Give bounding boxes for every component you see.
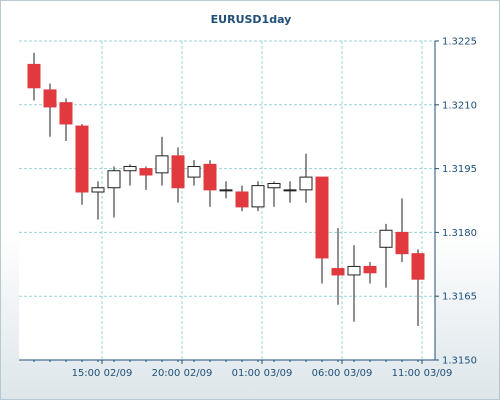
candle-body-down [235,191,249,208]
candle-body-up [251,185,265,208]
candle-body-up [155,155,169,174]
candle-body-down [315,176,329,259]
candle-body-down [75,125,89,193]
candle-body-up [267,182,281,189]
candle-body-down [171,155,185,189]
candle-body-down [331,268,345,276]
candle-body-down [59,102,73,125]
candle-body-down [203,163,217,191]
candle-body-down [27,63,41,89]
plot-area [19,41,435,360]
candle-body-up [283,189,297,192]
y-tick-label: 1.3195 [442,164,477,175]
candle-body-down [139,168,153,176]
y-tick-label: 1.3165 [442,292,477,303]
candle-body-up [187,165,201,178]
y-tick-label: 1.3180 [442,228,477,239]
candle-body-down [395,231,409,255]
candle-body-up [299,176,313,191]
x-tick-label: 06:00 03/09 [312,368,373,379]
candle-body-up [91,187,105,193]
x-tick-label: 01:00 03/09 [232,368,293,379]
x-tick-label: 11:00 03/09 [392,368,453,379]
y-tick-label: 1.3150 [442,356,477,367]
candle-body-down [411,253,425,280]
candle-body-up [123,165,137,172]
candle-body-down [363,265,377,274]
y-tick-label: 1.3225 [442,37,477,48]
x-tick-label: 15:00 02/09 [72,368,133,379]
candle-body-up [107,170,121,189]
x-tick-label: 20:00 02/09 [152,368,213,379]
candle-body-down [43,89,57,108]
candle-body-up [219,189,233,192]
chart-title: EURUSD1day [210,13,292,26]
candle-body-up [347,265,361,276]
candle-body-up [379,229,393,248]
y-tick-label: 1.3210 [442,100,477,111]
